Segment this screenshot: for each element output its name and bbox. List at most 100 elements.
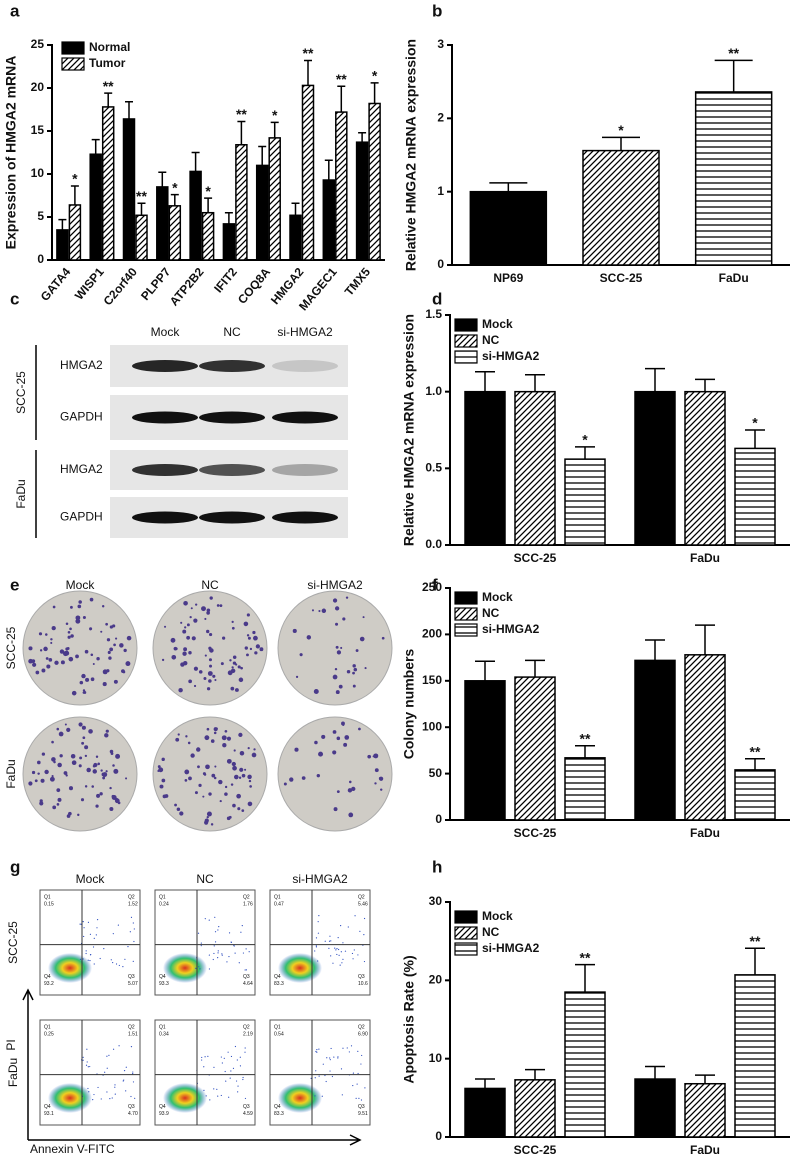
flow-dot	[350, 1045, 353, 1047]
colony-dot	[342, 723, 345, 726]
colony-dot	[316, 773, 321, 778]
panel-letter: e	[10, 575, 19, 594]
legend-label: si-HMGA2	[482, 349, 540, 363]
y-tick-label: 25	[31, 37, 45, 51]
flow-dot	[220, 1094, 222, 1097]
legend-label: si-HMGA2	[482, 622, 540, 636]
bar	[355, 141, 369, 261]
blot-band	[199, 464, 265, 476]
flow-dot	[229, 1077, 231, 1079]
bar	[684, 1082, 726, 1138]
flow-dot	[117, 924, 119, 926]
colony-dot	[335, 645, 339, 649]
flow-dot	[351, 952, 354, 955]
colony-dot	[251, 752, 257, 758]
column-label: Mock	[76, 872, 106, 886]
colony-dot	[229, 659, 232, 662]
colony-dot	[211, 773, 216, 778]
flow-dot	[333, 1056, 335, 1058]
legend-label: NC	[482, 606, 500, 620]
y-axis-title: Apoptosis Rate (%)	[401, 955, 417, 1083]
colony-dot	[230, 783, 234, 786]
colony-dot	[193, 618, 198, 623]
quadrant-value: 93.3	[159, 981, 169, 987]
flow-dot	[133, 940, 135, 943]
flow-dot	[356, 1083, 358, 1085]
bar	[122, 118, 136, 261]
colony-dot	[212, 674, 216, 678]
colony-dot	[79, 756, 83, 760]
colony-dot	[190, 753, 195, 758]
colony-dot	[342, 617, 346, 621]
error-bar	[695, 378, 715, 392]
quadrant-label: Q1	[44, 894, 51, 900]
colony-dot	[180, 662, 185, 667]
flow-dot	[118, 964, 120, 967]
error-bar	[370, 82, 379, 104]
quadrant-value: 5.46	[358, 901, 368, 907]
y-tick-label: 20	[31, 80, 45, 94]
bar	[289, 214, 302, 261]
colony-dot	[96, 656, 100, 661]
colony-dot	[334, 606, 340, 611]
legend-swatch	[454, 926, 478, 940]
flow-dot	[315, 1070, 317, 1072]
flow-dot	[237, 1091, 239, 1093]
flow-dot	[83, 935, 85, 938]
colony-dot	[234, 774, 239, 780]
flow-dot	[89, 1065, 91, 1068]
quadrant-label: Q4	[44, 974, 51, 980]
flow-dot	[129, 931, 131, 933]
colony-dot	[77, 813, 80, 817]
column-label: Mock	[66, 578, 96, 592]
quadrant-label: Q3	[358, 974, 365, 980]
colony-dot	[37, 772, 40, 775]
lane-label: NC	[223, 325, 241, 339]
quadrant-value: 9.51	[358, 1111, 368, 1117]
y-tick-label: 10	[31, 166, 45, 180]
flow-dot	[114, 1093, 116, 1095]
flow-dot	[340, 1068, 343, 1070]
flow-dot	[337, 1056, 339, 1058]
flow-dot	[352, 1072, 355, 1074]
colony-dot	[105, 729, 109, 733]
bar	[469, 190, 548, 266]
colony-dot	[75, 615, 81, 621]
flow-dot	[114, 1086, 116, 1088]
bar	[464, 680, 506, 821]
colony-dot	[247, 774, 252, 780]
bar	[684, 654, 726, 821]
flow-dot	[82, 958, 84, 960]
colony-dot	[379, 776, 384, 781]
colony-dot	[179, 811, 184, 816]
error-bar	[170, 193, 179, 206]
colony-dot	[120, 644, 124, 647]
colony-dot	[246, 653, 249, 657]
error-bar	[91, 138, 100, 155]
colony-dot	[161, 757, 165, 762]
colony-dot	[80, 798, 85, 802]
colony-dot	[206, 687, 211, 691]
colony-dot	[101, 605, 105, 608]
flow-dot	[213, 945, 215, 947]
flow-dot	[204, 918, 206, 920]
colony-dot	[175, 737, 180, 742]
flow-dot	[198, 966, 200, 968]
colony-dot	[68, 656, 74, 662]
flow-dot	[338, 954, 340, 956]
colony-dot	[67, 635, 71, 639]
colony-dot	[209, 632, 213, 637]
colony-dot	[52, 805, 57, 810]
colony-dot	[187, 741, 191, 745]
colony-dot	[335, 622, 339, 626]
colony-dot	[86, 767, 91, 773]
x-tick-label: FaDu	[690, 1143, 720, 1157]
colony-dot	[81, 725, 86, 730]
flow-dot	[93, 1093, 95, 1096]
colony-dot	[345, 596, 349, 599]
error-bar	[695, 1074, 715, 1084]
flow-dot	[213, 1088, 215, 1090]
colony-dot	[84, 649, 89, 654]
colony-dot	[253, 635, 258, 641]
flow-dot	[244, 1047, 246, 1049]
